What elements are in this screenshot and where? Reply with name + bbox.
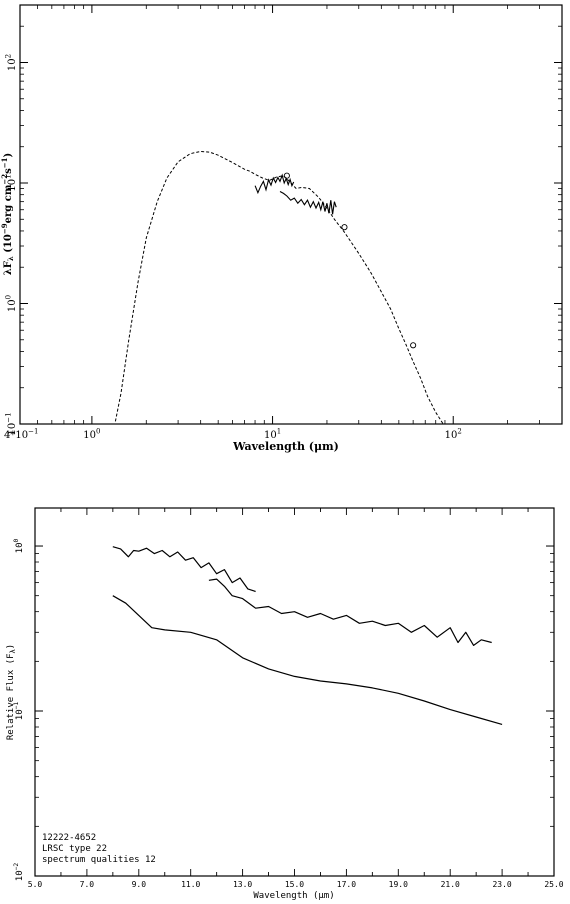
sed-spectrum-line [254, 173, 295, 195]
spectrum-series-line [112, 595, 503, 725]
spectrum-y-tick-label: 10−2 [13, 863, 25, 882]
sed-x-tick-label: 101 [264, 428, 281, 442]
sed-y-tick-label: 100 [5, 295, 19, 312]
sed-spectrum-line [279, 191, 337, 215]
spectrum-x-tick-label: 19.0 [389, 880, 408, 889]
spectrum-y-axis-label: Relative Flux (Fλ) [6, 644, 17, 740]
annotation-line-1: 12222-4652 [42, 833, 96, 843]
spectrum-x-tick-label: 21.0 [441, 880, 460, 889]
spectrum-x-tick-label: 15.0 [285, 880, 304, 889]
sed-photometry-point [341, 224, 348, 231]
annotation-line-3: spectrum qualities 12 [42, 855, 156, 865]
spectrum-y-tick-label: 100 [13, 538, 25, 553]
spectrum-x-tick-label: 25.0 [544, 880, 563, 889]
spectrum-x-axis-label: Wavelength (μm) [253, 891, 334, 901]
sed-y-tick-labels: 10−1 100 101 102 [5, 54, 19, 436]
spectrum-annotation: 12222-4652 LRSC type 22 spectrum qualiti… [42, 833, 156, 865]
sed-chart: 4*10−1 100 101 102 10−1 100 101 102 Wavelength… [0, 4, 563, 453]
sed-series [114, 150, 444, 425]
sed-x-tick-labels: 4*10−1 100 101 102 [4, 428, 462, 442]
spectrum-x-tick-labels: 5.0 7.0 9.0 11.0 13.0 15.0 17.0 19.0 21.0 23.0 25.… [28, 880, 564, 889]
spectrum-ticks [34, 508, 555, 877]
sed-photometry-point [410, 342, 417, 349]
sed-x-tick-label: 100 [83, 428, 100, 442]
sed-ticks [19, 5, 562, 425]
sed-photometry-point [283, 172, 290, 179]
sed-y-tick-label: 101 [5, 174, 19, 191]
sed-y-tick-label: 10−1 [5, 412, 19, 435]
spectrum-x-tick-label: 13.0 [233, 880, 252, 889]
sed-points [283, 172, 417, 349]
spectrum-x-tick-label: 17.0 [337, 880, 356, 889]
sed-model-curve [114, 150, 444, 425]
spectrum-series-line [112, 546, 256, 593]
spectrum-x-tick-label: 9.0 [132, 880, 147, 889]
spectrum-y-tick-label: 10−1 [13, 702, 25, 721]
sed-plot-frame [19, 4, 563, 425]
spectrum-x-tick-label: 5.0 [28, 880, 43, 889]
spectrum-y-tick-labels: 10−2 10−1 100 [13, 538, 25, 881]
spectrum-x-tick-label: 11.0 [181, 880, 200, 889]
spectrum-x-tick-label: 23.0 [492, 880, 511, 889]
sed-x-tick-label: 102 [445, 428, 462, 442]
spectrum-series-line [208, 578, 492, 647]
spectrum-plot-frame [34, 507, 555, 877]
annotation-line-2: LRSC type 22 [42, 844, 107, 854]
sed-x-axis-label: Wavelength (μm) [232, 440, 339, 453]
spectrum-chart: 5.0 7.0 9.0 11.0 13.0 15.0 17.0 19.0 21.0 23.0 25.… [6, 507, 564, 901]
sed-y-tick-label: 102 [5, 54, 19, 71]
sed-y-axis-label: λFλ (10−9erg cm−2s−1) [0, 153, 15, 276]
spectrum-series [112, 546, 503, 725]
spectrum-x-tick-label: 7.0 [80, 880, 95, 889]
sed-x-tick-label: 4*10−1 [4, 428, 38, 442]
